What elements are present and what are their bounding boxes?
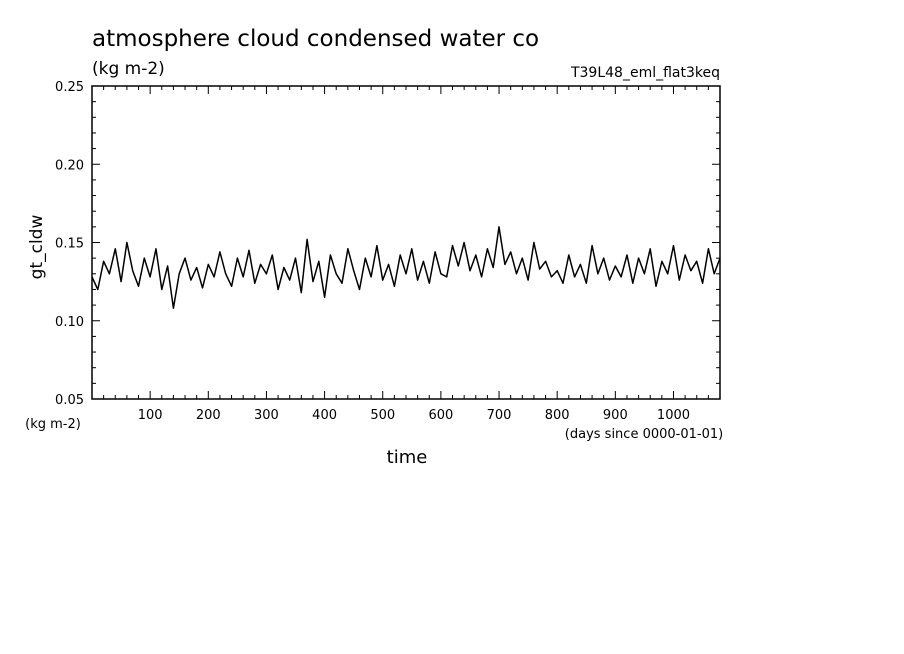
x-tick-labels: 100 200 300 400 500 600 700 800 900 1000 (138, 408, 690, 423)
series-line-0 (91, 226, 721, 309)
y-tick-labels: 0.05 0.10 0.15 0.20 0.25 (55, 80, 84, 408)
x-tick-label: 700 (487, 408, 512, 423)
y-unit-label: (kg m-2) (25, 417, 81, 432)
chart-title: atmosphere cloud condensed water co (92, 26, 539, 52)
chart-subtitle: (kg m-2) (92, 59, 165, 79)
x-tick-label: 800 (545, 408, 570, 423)
run-label: T39L48_eml_flat3keq (570, 65, 720, 81)
y-tick-label: 0.20 (55, 158, 84, 173)
x-tick-label: 600 (428, 408, 453, 423)
x-tick-label: 100 (138, 408, 163, 423)
series (91, 226, 721, 309)
y-tick-label: 0.10 (55, 315, 84, 330)
x-unit-label: (days since 0000-01-01) (565, 427, 723, 442)
plot-frame (91, 85, 721, 400)
x-tick-label: 200 (196, 408, 221, 423)
x-tick-label: 300 (254, 408, 279, 423)
x-tick-label: 400 (312, 408, 337, 423)
x-tick-label: 500 (370, 408, 395, 423)
y-tick-label: 0.25 (55, 80, 84, 95)
y-axis-label: gt_cldw (27, 215, 47, 280)
y-tick-label: 0.05 (55, 393, 84, 408)
x-axis-label: time (387, 447, 428, 468)
x-tick-label: 1000 (657, 408, 690, 423)
x-tick-label: 900 (603, 408, 628, 423)
y-tick-label: 0.15 (55, 237, 84, 252)
ticks (92, 86, 720, 399)
